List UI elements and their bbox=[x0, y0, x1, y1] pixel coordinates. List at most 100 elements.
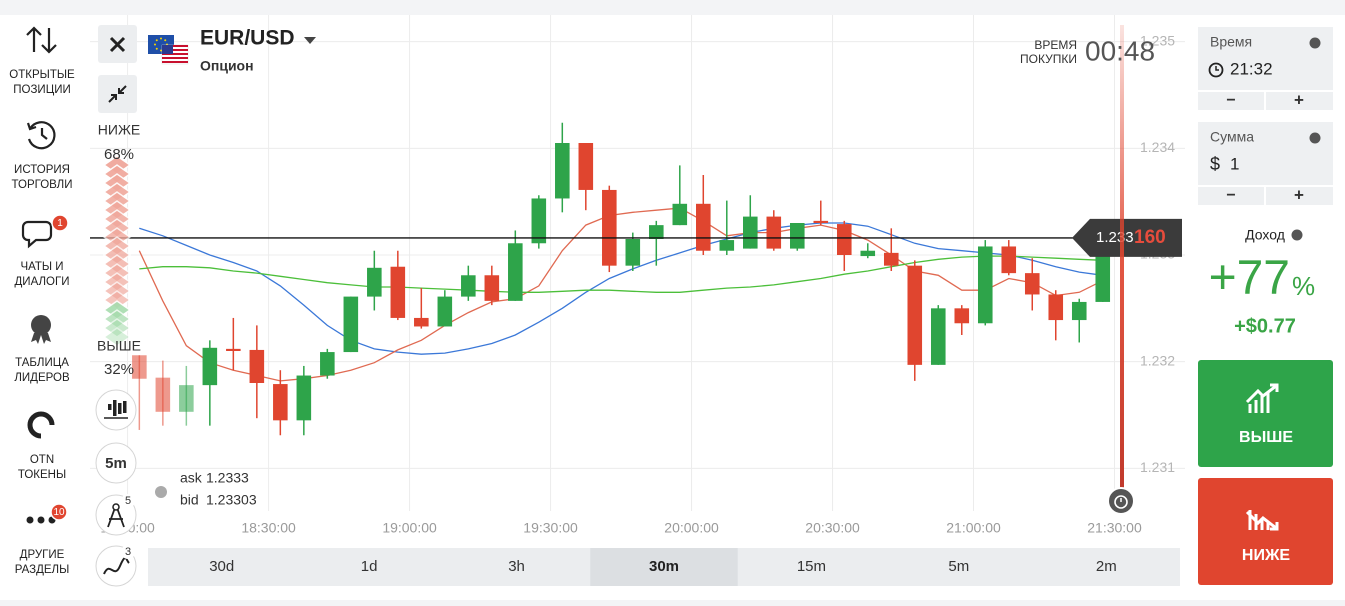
price-pips: 160 bbox=[1134, 227, 1166, 248]
candle-body bbox=[1001, 246, 1017, 274]
flag-star bbox=[154, 43, 156, 46]
expiration-line bbox=[1120, 25, 1124, 490]
help-icon bbox=[1291, 229, 1303, 241]
sidebar-label[interactable]: ОТКРЫТЫЕ bbox=[9, 69, 75, 81]
quote-label: bid bbox=[180, 492, 199, 508]
flag-stripe bbox=[162, 49, 188, 51]
flag-star bbox=[160, 49, 162, 52]
candle-body bbox=[1095, 256, 1111, 302]
minus-button[interactable]: − bbox=[1226, 187, 1235, 204]
sidebar-label[interactable]: ПОЗИЦИИ bbox=[13, 84, 70, 96]
plus-button[interactable]: + bbox=[1294, 185, 1304, 204]
quote-value: 1.2333 bbox=[206, 470, 249, 486]
tool-button[interactable] bbox=[95, 442, 137, 484]
call-button[interactable] bbox=[1198, 360, 1333, 467]
price-badge bbox=[1072, 218, 1182, 257]
period-tab[interactable]: 2m bbox=[1096, 558, 1117, 575]
sidebar-item[interactable] bbox=[0, 303, 85, 383]
help-icon bbox=[155, 486, 167, 498]
candle-body bbox=[883, 252, 899, 266]
period-tab[interactable]: 30m bbox=[649, 558, 679, 575]
icon-leaders-ribbon bbox=[31, 333, 51, 344]
sidebar-label[interactable]: OTN bbox=[30, 454, 54, 466]
profit-percent-sign: % bbox=[1292, 271, 1315, 301]
sidebar-label[interactable]: ДИАЛОГИ bbox=[15, 276, 70, 288]
candle-body bbox=[296, 375, 312, 421]
candle-body bbox=[719, 240, 735, 251]
x-tick-label: 19:00:00 bbox=[382, 520, 437, 536]
icon-leaders bbox=[31, 315, 51, 335]
plus-button[interactable]: + bbox=[1294, 90, 1304, 109]
candle-body bbox=[132, 355, 147, 379]
icon-otn-cut bbox=[41, 425, 55, 439]
period-tab-selected bbox=[590, 548, 738, 586]
quote-label: ask bbox=[180, 470, 203, 486]
candle-body bbox=[625, 239, 641, 266]
sidebar-label[interactable]: ДРУГИЕ bbox=[20, 549, 65, 561]
candle-body bbox=[320, 352, 335, 376]
candle-body bbox=[437, 296, 453, 327]
put-button[interactable] bbox=[1198, 478, 1333, 585]
candle-body bbox=[790, 223, 805, 249]
candle-body bbox=[1048, 294, 1064, 321]
input-label: Время bbox=[1210, 34, 1252, 50]
moving-average-line bbox=[139, 222, 1103, 355]
sidebar-label[interactable]: ТОРГОВЛИ bbox=[11, 179, 72, 191]
sidebar-label[interactable]: РАЗДЕЛЫ bbox=[15, 564, 70, 576]
candle-body bbox=[930, 308, 946, 365]
tool-badge bbox=[121, 545, 135, 559]
asset-dropdown[interactable] bbox=[304, 37, 316, 44]
minus-button[interactable]: − bbox=[1226, 92, 1235, 109]
candle-body bbox=[977, 246, 993, 324]
candle-body bbox=[602, 189, 617, 266]
timer-icon bbox=[1114, 495, 1128, 509]
x-tick-label: 21:00:00 bbox=[946, 520, 1001, 536]
asset-name[interactable]: EUR/USD bbox=[200, 27, 295, 50]
sentiment-chevron bbox=[102, 318, 132, 338]
profit-amount: +$0.77 bbox=[1234, 315, 1296, 337]
sidebar-label[interactable]: ЛИДЕРОВ bbox=[14, 372, 70, 384]
sidebar-label[interactable]: ТОКЕНЫ bbox=[18, 469, 66, 481]
period-tab[interactable]: 30d bbox=[209, 558, 234, 575]
x-tick-label: 21:30:00 bbox=[1087, 520, 1142, 536]
period-tab[interactable]: 1d bbox=[361, 558, 378, 575]
candle-body bbox=[531, 198, 547, 244]
candle-body bbox=[273, 384, 288, 421]
call-label[interactable]: ВЫШЕ bbox=[1239, 429, 1293, 446]
collapse-button[interactable] bbox=[98, 75, 137, 113]
candle-body bbox=[367, 267, 382, 297]
close-icon bbox=[109, 36, 126, 53]
period-tab[interactable]: 3h bbox=[508, 558, 525, 575]
y-tick-label: 1.232 bbox=[1140, 352, 1175, 368]
tool-badge bbox=[121, 494, 135, 508]
sidebar-label[interactable]: ТАБЛИЦА bbox=[15, 357, 69, 369]
sidebar-label[interactable]: ИСТОРИЯ bbox=[14, 164, 70, 176]
period-tab[interactable]: 15m bbox=[797, 558, 826, 575]
timeframe[interactable]: 5m bbox=[105, 455, 127, 472]
asset-kind: Опцион bbox=[200, 58, 254, 74]
put-label[interactable]: НИЖЕ bbox=[1242, 547, 1291, 564]
sidebar-item[interactable] bbox=[0, 207, 85, 287]
input-label: Сумма bbox=[1210, 129, 1254, 145]
moving-average-line bbox=[139, 255, 1103, 293]
icon-history bbox=[26, 121, 56, 150]
indicator-icon bbox=[103, 557, 130, 575]
flag-star bbox=[164, 39, 167, 42]
sidebar-item[interactable] bbox=[0, 495, 85, 575]
collapse-icon bbox=[108, 85, 127, 103]
y-tick-label: 1.231 bbox=[1140, 459, 1175, 475]
y-tick-label: 1.234 bbox=[1140, 139, 1175, 155]
candle-body bbox=[907, 265, 923, 365]
help-icon bbox=[1309, 37, 1321, 49]
period-tab[interactable]: 5m bbox=[948, 558, 969, 575]
candle-body bbox=[649, 225, 664, 239]
flag-star bbox=[155, 47, 158, 50]
flag-stripe bbox=[162, 45, 188, 47]
candle-body bbox=[836, 224, 852, 255]
icon-chats bbox=[21, 220, 53, 249]
tool-badge-count: 3 bbox=[125, 546, 131, 558]
candle-body bbox=[954, 308, 970, 324]
sidebar-label[interactable]: ЧАТЫ И bbox=[20, 261, 63, 273]
sidebar-item[interactable] bbox=[0, 15, 85, 95]
